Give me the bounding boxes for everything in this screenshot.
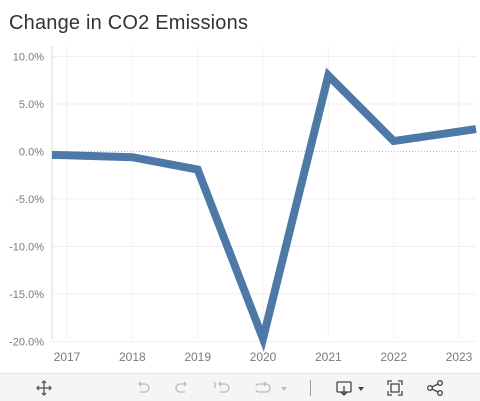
x-tick-label: 2022 — [380, 350, 407, 364]
toolbar — [0, 373, 480, 401]
share-icon — [426, 379, 444, 397]
y-tick-label: 0.0% — [19, 147, 44, 159]
y-tick-label: -15.0% — [9, 289, 44, 301]
undo-icon — [134, 379, 152, 397]
y-tick-label: -20.0% — [9, 337, 44, 349]
y-tick-label: -10.0% — [9, 242, 44, 254]
refresh-icon — [252, 379, 292, 397]
download-button[interactable] — [333, 378, 369, 398]
x-tick-label: 2020 — [250, 350, 277, 364]
revert-icon — [212, 379, 232, 397]
pan-icon — [35, 379, 53, 397]
x-tick-label: 2019 — [184, 350, 211, 364]
y-tick-label: -5.0% — [15, 194, 44, 206]
pan-button[interactable] — [34, 378, 54, 398]
grid-lines — [52, 46, 476, 342]
x-tick-label: 2023 — [446, 350, 473, 364]
line-chart: 10.0% 5.0% 0.0% -5.0% -10.0% -15.0% -20.0% 201… — [0, 0, 480, 373]
x-tick-label: 2021 — [315, 350, 342, 364]
fullscreen-button[interactable] — [385, 378, 405, 398]
x-tick-label: 2018 — [119, 350, 146, 364]
series — [52, 75, 476, 338]
share-button[interactable] — [425, 378, 445, 398]
x-axis: 2017 2018 2019 2020 2021 2022 2023 — [54, 350, 473, 364]
toolbar-divider — [310, 380, 311, 396]
undo-button[interactable] — [133, 378, 153, 398]
x-tick-label: 2017 — [54, 350, 81, 364]
redo-button[interactable] — [172, 378, 192, 398]
y-tick-label: 5.0% — [19, 99, 44, 111]
y-tick-label: 10.0% — [13, 52, 44, 64]
y-axis: 10.0% 5.0% 0.0% -5.0% -10.0% -15.0% -20.0% — [9, 46, 52, 349]
download-icon — [334, 379, 368, 397]
series-line — [52, 76, 476, 339]
revert-button[interactable] — [211, 378, 233, 398]
redo-icon — [173, 379, 191, 397]
refresh-button[interactable] — [251, 378, 293, 398]
fullscreen-icon — [386, 379, 404, 397]
